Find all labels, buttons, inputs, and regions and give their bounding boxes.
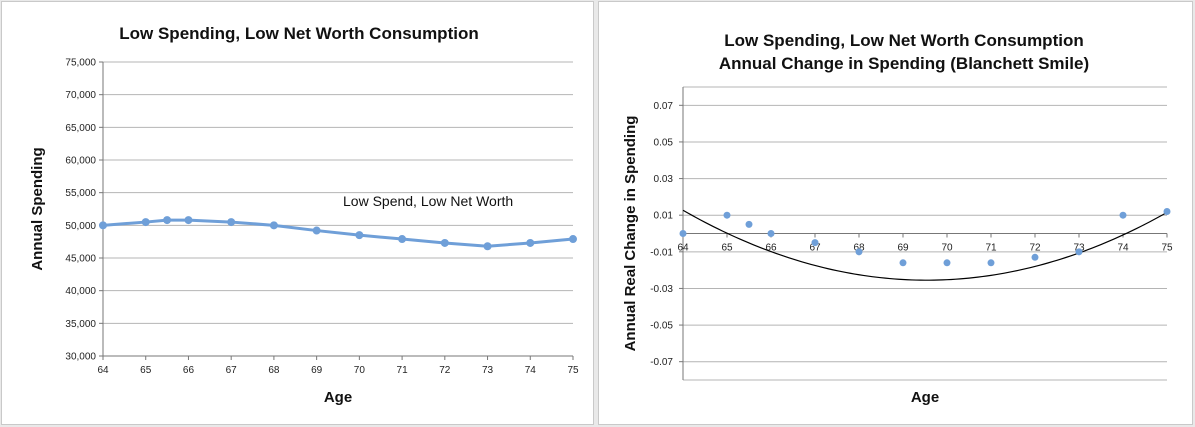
x-tick-label: 64: [677, 243, 689, 254]
chart-title: Low Spending, Low Net Worth Consumption: [119, 24, 478, 43]
x-tick-label: 72: [1029, 243, 1041, 254]
data-point: [1119, 211, 1127, 219]
data-point: [440, 238, 449, 247]
data-point: [569, 235, 577, 244]
chart-title: Low Spending, Low Net Worth Consumption: [724, 31, 1083, 50]
data-point: [1163, 208, 1171, 216]
data-point: [767, 230, 775, 237]
series-line: [102, 218, 574, 248]
data-point: [1075, 248, 1083, 256]
y-tick-label: 40,000: [65, 286, 96, 297]
chart-subtitle: Annual Change in Spending (Blanchett Smi…: [719, 54, 1089, 73]
x-tick-label: 69: [897, 243, 909, 254]
data-point: [163, 216, 172, 225]
y-axis-title: Annual Real Change in Spending: [622, 116, 639, 352]
x-tick-label: 68: [268, 365, 280, 376]
y-tick-label: -0.03: [650, 284, 673, 295]
y-tick-label: 35,000: [65, 319, 96, 330]
y-tick-label: -0.01: [650, 247, 673, 258]
data-point: [184, 216, 193, 225]
chart-panel-left: Low Spending, Low Net Worth Consumption 3…: [1, 1, 594, 425]
x-tick-label: 74: [525, 365, 537, 376]
y-axis-title: Annual Spending: [29, 147, 46, 270]
trendline: [682, 209, 1168, 281]
x-tick-label: 68: [853, 243, 865, 254]
spending-chart: Low Spending, Low Net Worth Consumption 3…: [29, 24, 579, 406]
x-tick-label: 74: [1117, 243, 1129, 254]
y-tick-label: 30,000: [65, 352, 96, 363]
x-tick-label: 66: [183, 365, 195, 376]
x-tick-label: 67: [226, 365, 238, 376]
x-tick-label: 65: [140, 365, 152, 376]
y-tick-label: 60,000: [65, 156, 96, 167]
data-point: [99, 221, 107, 230]
y-tick-label: 55,000: [65, 188, 96, 199]
y-tick-label: 0.07: [654, 101, 674, 112]
x-tick-label: 64: [97, 365, 109, 376]
x-axis-title: Age: [324, 389, 352, 406]
data-point: [943, 259, 951, 267]
x-tick-label: 71: [985, 243, 997, 254]
y-tick-label: 50,000: [65, 221, 96, 232]
x-tick-label: 67: [809, 243, 821, 254]
data-point: [899, 259, 907, 267]
y-tick-label: 65,000: [65, 123, 96, 134]
series-annotation: Low Spend, Low Net Worth: [343, 193, 513, 209]
data-point: [227, 218, 236, 227]
data-point: [723, 211, 731, 219]
y-tick-label: 75,000: [65, 58, 96, 69]
data-point: [483, 242, 492, 251]
data-point: [312, 226, 321, 235]
x-tick-label: 75: [1161, 243, 1173, 254]
chart-panel-right: Low Spending, Low Net Worth Consumption A…: [598, 1, 1193, 425]
x-tick-label: 75: [567, 365, 579, 376]
data-point: [141, 218, 150, 227]
y-tick-label: -0.05: [650, 321, 673, 332]
x-tick-label: 73: [482, 365, 494, 376]
data-point: [355, 231, 364, 240]
x-tick-label: 71: [397, 365, 409, 376]
x-tick-label: 69: [311, 365, 323, 376]
y-tick-label: 0.01: [654, 211, 674, 222]
data-point: [398, 235, 407, 244]
data-point: [1031, 253, 1039, 261]
x-tick-label: 66: [765, 243, 777, 254]
x-axis-title: Age: [911, 389, 939, 406]
y-tick-label: 0.03: [654, 174, 674, 185]
x-tick-label: 65: [721, 243, 733, 254]
data-point: [269, 221, 278, 230]
y-tick-label: 0.05: [654, 137, 674, 148]
data-point: [526, 238, 535, 247]
spending-change-chart: Low Spending, Low Net Worth Consumption A…: [622, 31, 1173, 406]
x-tick-label: 73: [1073, 243, 1085, 254]
data-point: [679, 230, 687, 237]
data-point: [811, 239, 819, 247]
data-point: [745, 220, 753, 228]
x-tick-label: 70: [941, 243, 953, 254]
x-tick-label: 72: [439, 365, 451, 376]
data-point: [855, 248, 863, 256]
y-tick-label: -0.07: [650, 357, 673, 368]
y-tick-label: 45,000: [65, 254, 96, 265]
y-tick-label: 70,000: [65, 90, 96, 101]
x-tick-label: 70: [354, 365, 366, 376]
data-point: [987, 259, 995, 267]
